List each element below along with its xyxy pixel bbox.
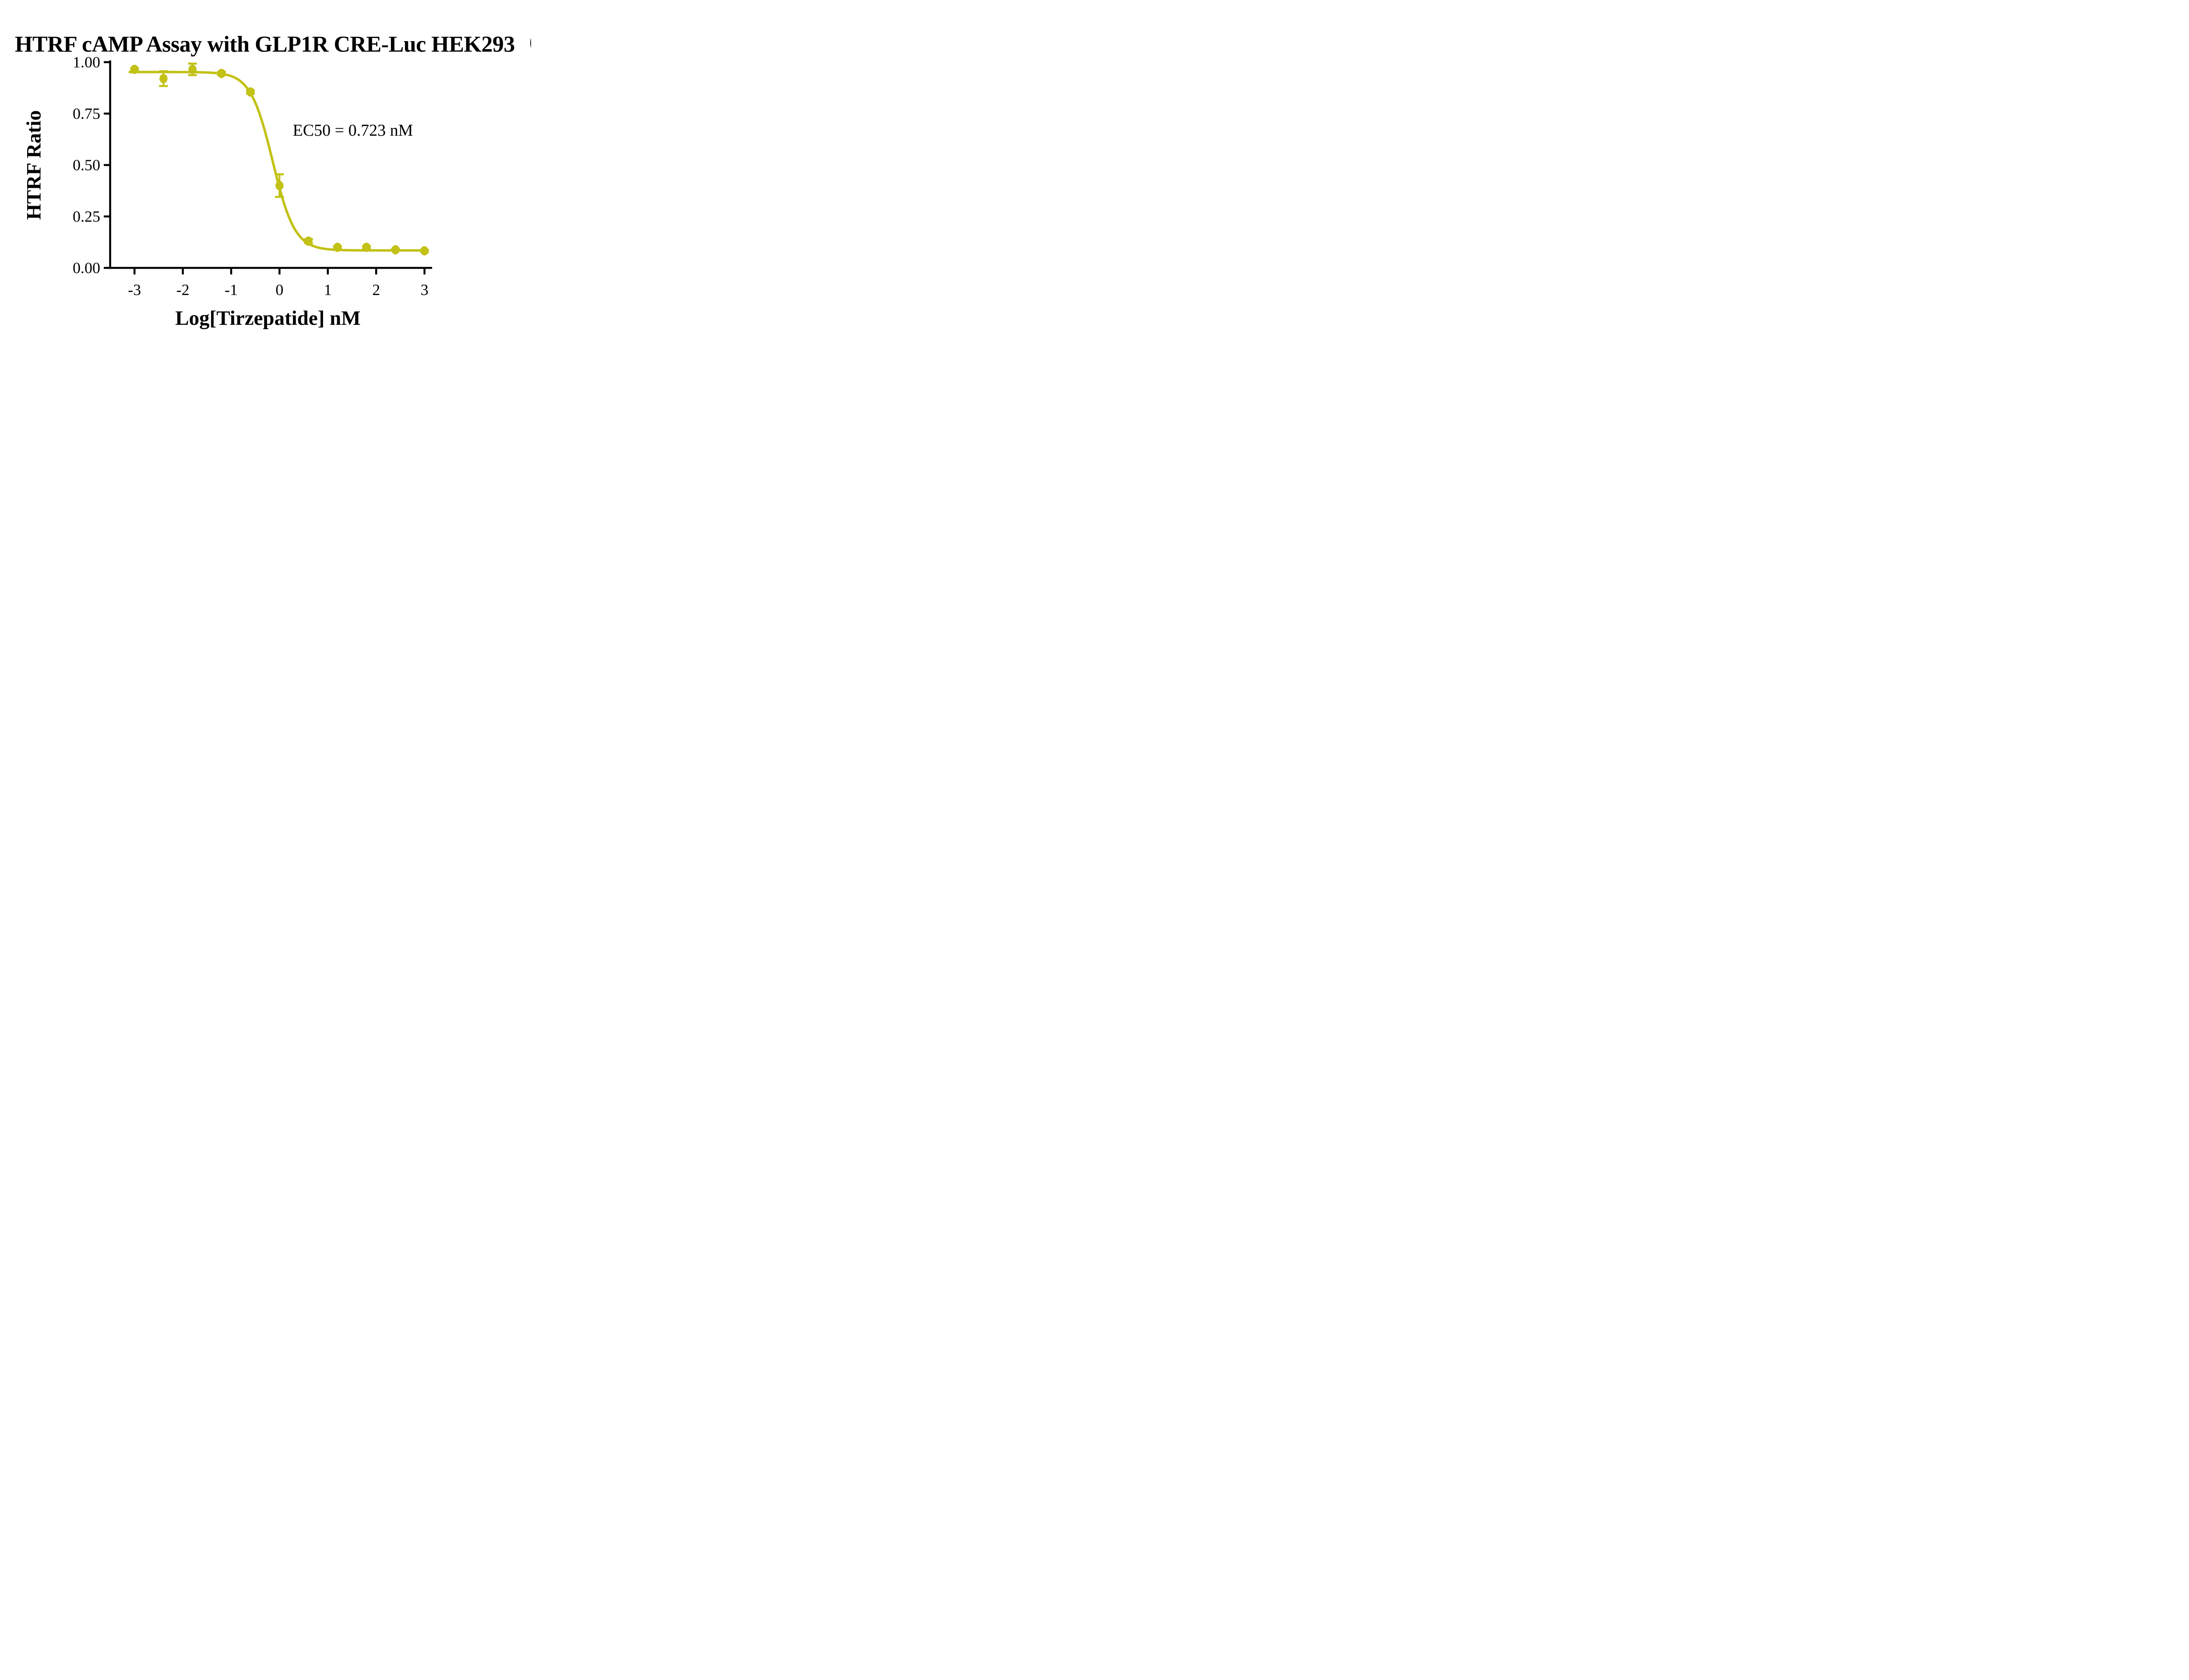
y-tick-label: 0.75 bbox=[73, 105, 100, 123]
chart-title: HTRF cAMP Assay with GLP1R CRE-Luc HEK29… bbox=[15, 32, 531, 57]
x-axis-title: Log[Tirzepatide] nM bbox=[175, 307, 360, 330]
fit-curve bbox=[128, 70, 429, 252]
dose-response-chart: -3 -2 -1 0 1 2 3 0.00 0.25 0.50 0.75 1.00 Log[Tirze… bbox=[22, 53, 432, 330]
y-tick-label: 1.00 bbox=[73, 53, 100, 71]
y-axis-title: HTRF Ratio bbox=[22, 110, 45, 220]
x-tick-label: 2 bbox=[372, 281, 380, 299]
x-tick-label: -3 bbox=[128, 281, 141, 299]
x-tick-label: 1 bbox=[324, 281, 332, 299]
x-tick-label: -2 bbox=[176, 281, 190, 299]
tick-labels-layer: -3 -2 -1 0 1 2 3 0.00 0.25 0.50 0.75 1.00 bbox=[73, 53, 429, 299]
x-tick-label: 3 bbox=[421, 281, 429, 299]
data-point-marker bbox=[275, 181, 284, 190]
data-point-marker bbox=[130, 64, 139, 74]
x-tick-label: 0 bbox=[275, 281, 283, 299]
axes-layer bbox=[104, 60, 432, 274]
x-tick-label: -1 bbox=[225, 281, 238, 299]
data-point-marker bbox=[304, 236, 313, 246]
data-point-marker bbox=[217, 69, 226, 78]
error-bars-layer bbox=[130, 62, 429, 253]
data-point-marker bbox=[188, 64, 197, 74]
data-point-marker bbox=[159, 74, 168, 84]
fit-curve-layer bbox=[128, 70, 429, 252]
y-tick-label: 0.25 bbox=[73, 208, 100, 225]
ec50-annotation: EC50 = 0.723 nM bbox=[293, 121, 413, 140]
data-point-marker bbox=[391, 245, 400, 255]
dose-response-figure: HTRF cAMP Assay with GLP1R CRE-Luc HEK29… bbox=[0, 0, 531, 336]
y-tick-label: 0.50 bbox=[73, 156, 100, 174]
y-tick-label: 0.00 bbox=[73, 259, 100, 277]
data-point-marker bbox=[420, 246, 429, 256]
data-points-layer bbox=[130, 64, 429, 256]
data-point-marker bbox=[362, 243, 371, 252]
data-point-marker bbox=[246, 87, 255, 97]
data-point-marker bbox=[333, 243, 342, 252]
